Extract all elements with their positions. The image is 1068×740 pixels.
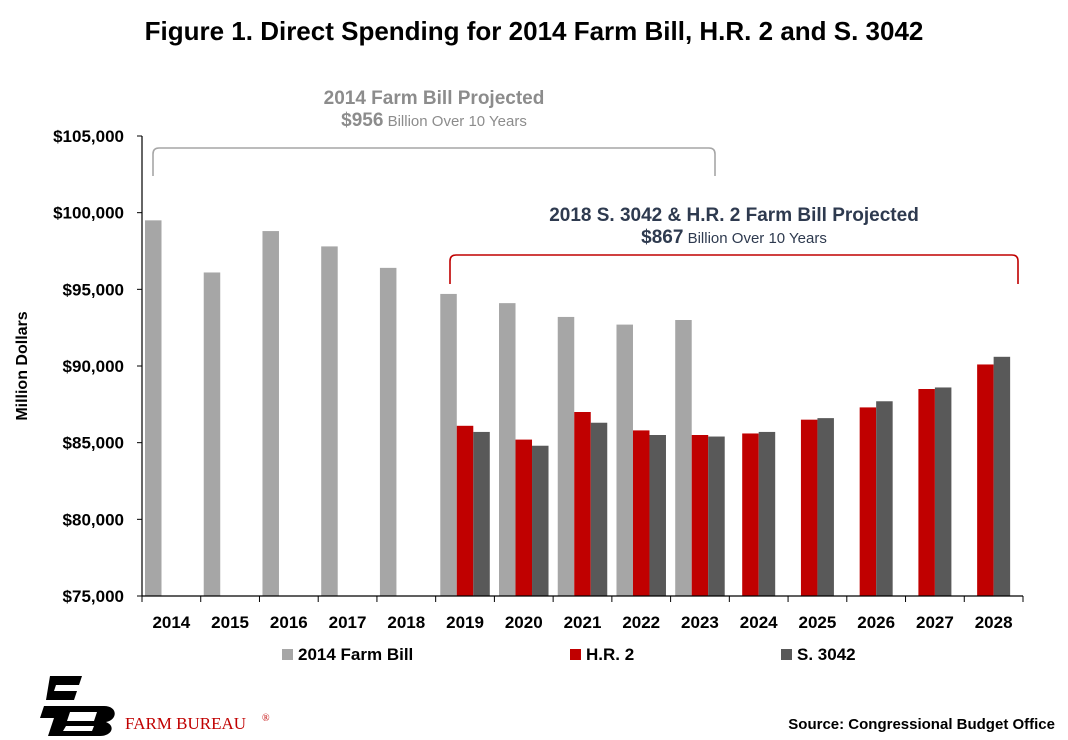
y-tick-label: $100,000 — [53, 204, 124, 223]
bar-2014-farm-bill-2018 — [379, 267, 397, 596]
x-tick-label: 2021 — [564, 613, 602, 632]
bar-2014-farm-bill-2016 — [262, 231, 279, 597]
y-axis-label: Million Dollars — [14, 311, 31, 420]
axes: $75,000 $80,000 $85,000 $90,000 $95,000 $100,… — [53, 127, 1024, 632]
bar-2014-farm-bill-2019 — [440, 293, 457, 596]
x-tick-label: 2023 — [681, 613, 719, 632]
bar-s-3042-2021 — [590, 422, 608, 596]
annotations: 2014 Farm Bill Projected$956 Billion Ove… — [152, 88, 1019, 284]
annotation-bracket — [449, 254, 1019, 284]
bar-h-r-2-2027 — [918, 389, 935, 596]
bar-h-r-2-2026 — [859, 407, 877, 596]
x-tick-label: 2019 — [446, 613, 484, 632]
bar-2014-farm-bill-2015 — [203, 272, 221, 596]
bar-h-r-2-2020 — [515, 439, 533, 596]
farm-bureau-logo-icon — [40, 676, 115, 736]
bar-2014-farm-bill-2021 — [557, 316, 575, 596]
annotation-suffix: Billion Over 10 Years — [683, 230, 826, 247]
x-tick-label: 2015 — [211, 613, 249, 632]
x-tick-label: 2027 — [916, 613, 954, 632]
x-tick-label: 2026 — [857, 613, 895, 632]
bar-s-3042-2024 — [758, 431, 776, 596]
annotation-title: 2018 S. 3042 & H.R. 2 Farm Bill Projecte… — [549, 205, 919, 226]
bar-s-3042-2023 — [708, 436, 725, 596]
bar-s-3042-2025 — [817, 418, 834, 596]
bar-h-r-2-2019 — [456, 425, 474, 596]
legend-entry: 2014 Farm Bill — [298, 645, 413, 664]
bar-h-r-2-2025 — [800, 419, 818, 596]
bars — [145, 220, 1011, 597]
x-tick-label: 2020 — [505, 613, 543, 632]
chart-title: Figure 1. Direct Spending for 2014 Farm … — [145, 16, 924, 46]
annotation-bracket — [152, 147, 716, 176]
annotation-total: $956 Billion Over 10 Years — [341, 110, 527, 131]
y-tick-label: $90,000 — [63, 357, 124, 376]
annotation-amount: $867 — [641, 227, 683, 248]
x-tick-label: 2016 — [270, 613, 308, 632]
x-tick-label: 2028 — [975, 613, 1013, 632]
bar-2014-farm-bill-2022 — [616, 324, 633, 596]
bar-s-3042-2026 — [876, 401, 893, 596]
bar-2014-farm-bill-2023 — [675, 320, 692, 596]
legend-entry: H.R. 2 — [586, 645, 634, 664]
bar-2014-farm-bill-2014 — [145, 220, 162, 597]
y-tick-label: $105,000 — [53, 127, 124, 146]
bar-h-r-2-2021 — [574, 412, 591, 596]
brand-name: FARM BUREAU — [125, 714, 246, 733]
x-tick-label: 2022 — [622, 613, 660, 632]
bar-h-r-2-2022 — [632, 430, 650, 596]
bar-s-3042-2028 — [993, 356, 1011, 596]
brand-registered-mark: ® — [262, 713, 270, 724]
annotation-amount: $956 — [341, 110, 383, 131]
annotation-total: $867 Billion Over 10 Years — [641, 227, 827, 248]
bar-h-r-2-2024 — [742, 433, 759, 596]
x-tick-label: 2018 — [387, 613, 425, 632]
bar-2014-farm-bill-2017 — [321, 246, 338, 596]
x-tick-label: 2025 — [799, 613, 837, 632]
y-tick-label: $95,000 — [63, 280, 124, 299]
annotation-title: 2014 Farm Bill Projected — [324, 88, 545, 109]
bar-s-3042-2020 — [532, 445, 549, 596]
legend-swatch — [781, 649, 792, 660]
legend: 2014 Farm Bill H.R. 2 S. 3042 — [282, 645, 856, 664]
y-tick-label: $75,000 — [63, 587, 124, 606]
legend-entry: S. 3042 — [797, 645, 856, 664]
bar-s-3042-2027 — [934, 387, 952, 596]
bar-s-3042-2022 — [649, 435, 666, 596]
y-tick-label: $85,000 — [63, 434, 124, 453]
x-tick-label: 2014 — [152, 613, 190, 632]
x-tick-label: 2017 — [329, 613, 367, 632]
source-note: Source: Congressional Budget Office — [788, 716, 1055, 733]
bar-s-3042-2019 — [473, 431, 490, 596]
annotation-suffix: Billion Over 10 Years — [383, 113, 526, 130]
legend-swatch — [282, 649, 293, 660]
legend-swatch — [570, 649, 581, 660]
y-tick-label: $80,000 — [63, 510, 124, 529]
bar-2014-farm-bill-2020 — [499, 303, 516, 596]
x-tick-label: 2024 — [740, 613, 778, 632]
bar-h-r-2-2023 — [691, 435, 709, 596]
bar-h-r-2-2028 — [977, 364, 994, 596]
